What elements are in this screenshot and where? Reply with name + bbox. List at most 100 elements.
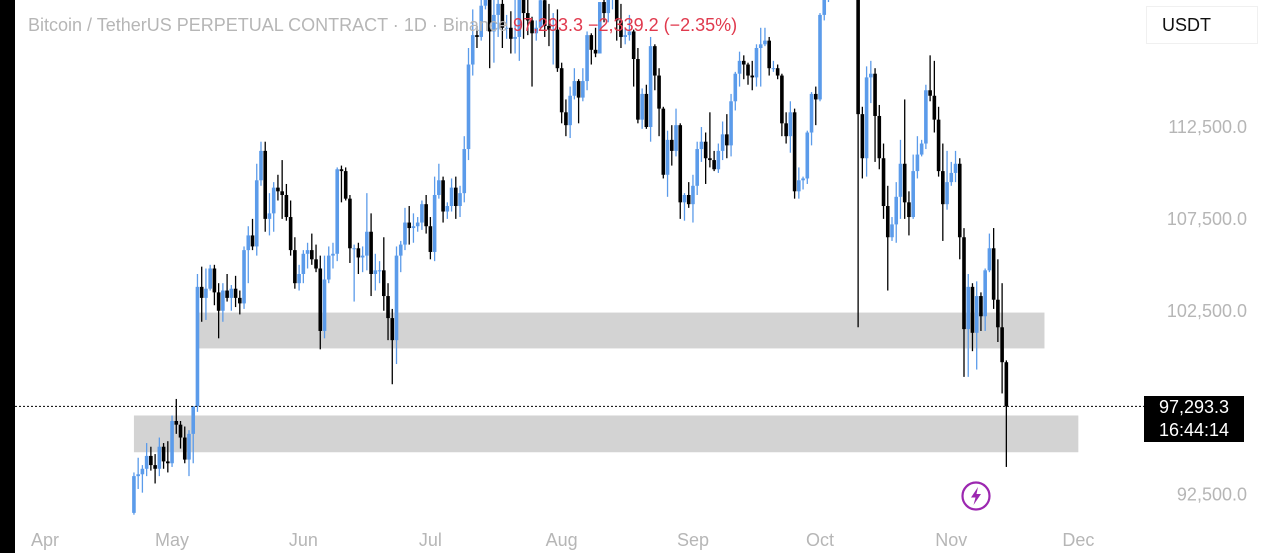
candle	[763, 27, 767, 47]
candle-body	[657, 75, 661, 109]
candle	[132, 472, 136, 515]
candle-body	[585, 35, 589, 82]
candle	[276, 174, 280, 201]
candle-body	[310, 250, 314, 260]
candle	[564, 99, 568, 137]
candle	[640, 88, 644, 129]
candle	[386, 283, 390, 341]
candle-body	[331, 253, 335, 256]
candle	[805, 130, 810, 184]
candle	[530, 16, 534, 87]
candle	[894, 182, 899, 243]
candle-body	[945, 182, 949, 205]
candle	[233, 275, 238, 308]
candle-body	[453, 187, 458, 207]
candle	[932, 60, 937, 133]
candle	[551, 13, 555, 65]
support-zone-2[interactable]	[133, 415, 1079, 453]
candle-body	[246, 235, 251, 251]
candle	[877, 104, 882, 170]
candle-body	[860, 114, 865, 159]
lightning-bolt-icon[interactable]	[961, 481, 991, 511]
candle	[957, 158, 962, 260]
candle	[513, 0, 517, 54]
candle	[623, 27, 627, 45]
candle-body	[983, 270, 987, 317]
candle-body	[424, 204, 428, 227]
candle-body	[733, 73, 738, 102]
candle-body	[322, 279, 327, 331]
candle-body	[708, 158, 712, 161]
candle-body	[365, 231, 369, 256]
candle	[788, 101, 793, 153]
candle	[398, 240, 403, 273]
candle-body	[407, 222, 412, 229]
candle	[720, 121, 725, 161]
candle-body	[758, 44, 763, 48]
candle-body	[221, 290, 225, 311]
candle	[305, 242, 310, 269]
candle	[144, 443, 149, 477]
candle-body	[166, 461, 170, 464]
candle-body	[314, 259, 318, 269]
candle	[238, 290, 242, 315]
candle-body	[691, 185, 695, 205]
candle-body	[212, 268, 217, 293]
candle	[813, 86, 818, 126]
candle	[737, 51, 742, 87]
candle	[326, 246, 331, 284]
candle-body	[271, 187, 276, 214]
candle-body	[280, 191, 284, 195]
time-tick-label: Sep	[677, 530, 709, 550]
chart-legend: Bitcoin / TetherUS PERPETUAL CONTRACT · …	[28, 15, 737, 36]
candle-body	[589, 35, 594, 50]
candle	[267, 193, 272, 236]
candle-body	[614, 0, 619, 21]
candle-body	[581, 81, 585, 98]
candle	[301, 250, 306, 284]
candle-body	[970, 286, 975, 333]
candle-body	[242, 250, 246, 304]
currency-button[interactable]: USDT	[1146, 6, 1258, 44]
candle-body	[919, 143, 924, 155]
candle	[576, 79, 581, 124]
candle	[915, 136, 920, 179]
candle-body	[229, 288, 234, 298]
candle-body	[678, 125, 683, 203]
candle-body	[741, 60, 746, 65]
support-zone-1[interactable]	[197, 312, 1045, 349]
candle-body	[788, 112, 793, 137]
candle	[818, 13, 822, 102]
candle	[504, 14, 509, 39]
candle-body	[979, 296, 983, 317]
candle-body	[377, 270, 382, 272]
candle-body	[233, 288, 238, 298]
candle	[424, 194, 428, 234]
candle-body	[669, 139, 674, 151]
candle	[559, 62, 564, 124]
candle	[987, 233, 992, 273]
candle-body	[818, 14, 822, 100]
candle-body	[661, 108, 666, 175]
candle-body	[627, 31, 632, 36]
candle-body	[182, 437, 187, 460]
candle-body	[157, 446, 162, 469]
candle	[822, 0, 827, 21]
change-percent: (−2.35%)	[663, 15, 738, 35]
candle-body	[161, 446, 166, 462]
candle-body	[542, 0, 547, 26]
candle	[161, 443, 166, 469]
candle-body	[492, 14, 496, 32]
candle-body	[288, 217, 293, 251]
candle	[746, 62, 750, 85]
candle-body	[572, 81, 577, 96]
candle	[322, 255, 327, 339]
candle-body	[597, 2, 602, 54]
candle	[500, 0, 505, 48]
candle-body	[356, 248, 361, 258]
candle-body	[695, 149, 699, 186]
candle-body	[140, 468, 145, 475]
candle	[801, 176, 805, 190]
candle	[212, 264, 217, 306]
